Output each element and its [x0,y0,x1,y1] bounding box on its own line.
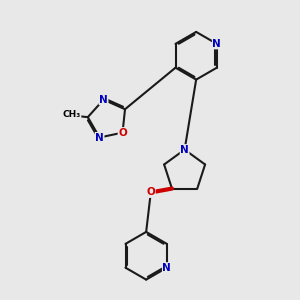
Text: O: O [146,188,155,197]
Text: CH₃: CH₃ [63,110,81,119]
Text: N: N [162,263,171,273]
Text: N: N [95,133,104,142]
Text: N: N [99,95,108,105]
Text: O: O [118,128,127,138]
Text: N: N [212,39,221,49]
Text: N: N [180,145,189,154]
